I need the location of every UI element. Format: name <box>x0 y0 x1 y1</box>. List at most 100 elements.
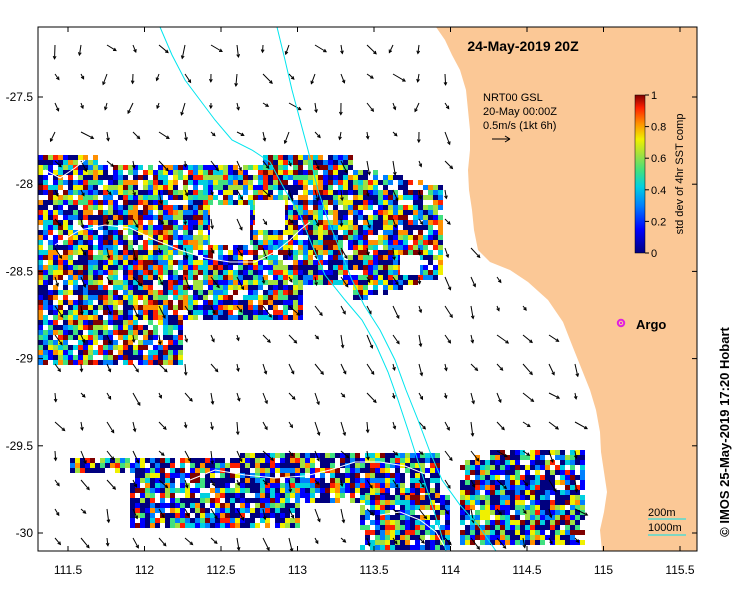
sst-cell <box>68 260 73 265</box>
sst-cell <box>273 290 278 295</box>
sst-cell <box>73 300 78 305</box>
sst-cell <box>408 225 413 230</box>
sst-cell <box>180 468 185 473</box>
sst-cell <box>93 215 98 220</box>
sst-cell <box>203 175 208 180</box>
sst-cell <box>525 530 530 535</box>
sst-cell <box>133 345 138 350</box>
current-vector <box>184 334 189 343</box>
sst-cell <box>293 165 298 170</box>
sst-cell <box>63 160 68 165</box>
current-vector <box>210 508 218 520</box>
sst-cell <box>385 473 390 478</box>
current-vector <box>416 131 421 144</box>
sst-cell <box>460 520 465 525</box>
sst-cell <box>283 240 288 245</box>
sst-cell <box>183 260 188 265</box>
sst-cell <box>348 260 353 265</box>
sst-cell <box>223 305 228 310</box>
sst-cell <box>213 170 218 175</box>
sst-cell <box>293 175 298 180</box>
sst-cell <box>348 175 353 180</box>
sst-cell <box>78 220 83 225</box>
sst-cell <box>43 250 48 255</box>
sst-cell <box>63 335 68 340</box>
current-vector <box>392 537 398 545</box>
sst-cell <box>83 305 88 310</box>
sst-cell <box>228 305 233 310</box>
sst-cell <box>198 290 203 295</box>
sst-cell <box>63 170 68 175</box>
current-vector <box>444 160 454 170</box>
sst-cell <box>150 493 155 498</box>
sst-cell <box>360 545 365 550</box>
current-vector <box>574 479 579 493</box>
sst-cell <box>103 225 108 230</box>
sst-cell <box>148 355 153 360</box>
sst-cell <box>63 325 68 330</box>
sst-cell <box>295 458 300 463</box>
sst-cell <box>343 195 348 200</box>
current-vector <box>548 508 553 519</box>
sst-cell <box>248 305 253 310</box>
sst-cell <box>570 505 575 510</box>
sst-cell <box>560 510 565 515</box>
sst-cell <box>355 463 360 468</box>
sst-cell <box>108 210 113 215</box>
sst-cell <box>168 245 173 250</box>
sst-cell <box>535 515 540 520</box>
current-vector <box>105 537 110 547</box>
sst-cell <box>373 255 378 260</box>
sst-cell <box>540 525 545 530</box>
sst-cell <box>128 265 133 270</box>
sst-cell <box>285 463 290 468</box>
sst-cell <box>78 190 83 195</box>
current-vector <box>262 189 271 198</box>
sst-cell <box>400 500 405 505</box>
sst-cell <box>418 230 423 235</box>
current-vector <box>158 334 162 346</box>
sst-cell <box>420 478 425 483</box>
sst-cell <box>495 470 500 475</box>
sst-cell <box>300 473 305 478</box>
sst-cell <box>303 220 308 225</box>
sst-cell <box>515 455 520 460</box>
sst-cell <box>43 300 48 305</box>
sst-cell <box>430 525 435 530</box>
sst-cell <box>43 350 48 355</box>
sst-cell <box>88 235 93 240</box>
current-vector <box>366 218 371 229</box>
sst-cell <box>368 260 373 265</box>
sst-cell <box>413 250 418 255</box>
sst-cell <box>433 240 438 245</box>
sst-cell <box>398 280 403 285</box>
sst-cell <box>565 485 570 490</box>
sst-cell <box>163 260 168 265</box>
sst-cell <box>218 260 223 265</box>
sst-cell <box>135 478 140 483</box>
sst-cell <box>580 480 585 485</box>
sst-cell <box>358 210 363 215</box>
sst-cell <box>103 245 108 250</box>
sst-cell <box>145 483 150 488</box>
sst-cell <box>268 180 273 185</box>
sst-cell <box>123 315 128 320</box>
sst-cell <box>368 220 373 225</box>
sst-cell <box>410 453 415 458</box>
sst-cell <box>203 190 208 195</box>
sst-cell <box>98 305 103 310</box>
sst-cell <box>123 300 128 305</box>
sst-cell <box>293 220 298 225</box>
sst-cell <box>203 310 208 315</box>
sst-cell <box>290 483 295 488</box>
sst-cell <box>213 285 218 290</box>
current-vector <box>210 131 216 137</box>
sst-cell <box>435 453 440 458</box>
sst-cell <box>418 215 423 220</box>
sst-cell <box>53 355 58 360</box>
sst-cell <box>103 270 108 275</box>
sst-cell <box>515 515 520 520</box>
sst-cell <box>188 225 193 230</box>
sst-cell <box>88 325 93 330</box>
sst-cell <box>375 463 380 468</box>
